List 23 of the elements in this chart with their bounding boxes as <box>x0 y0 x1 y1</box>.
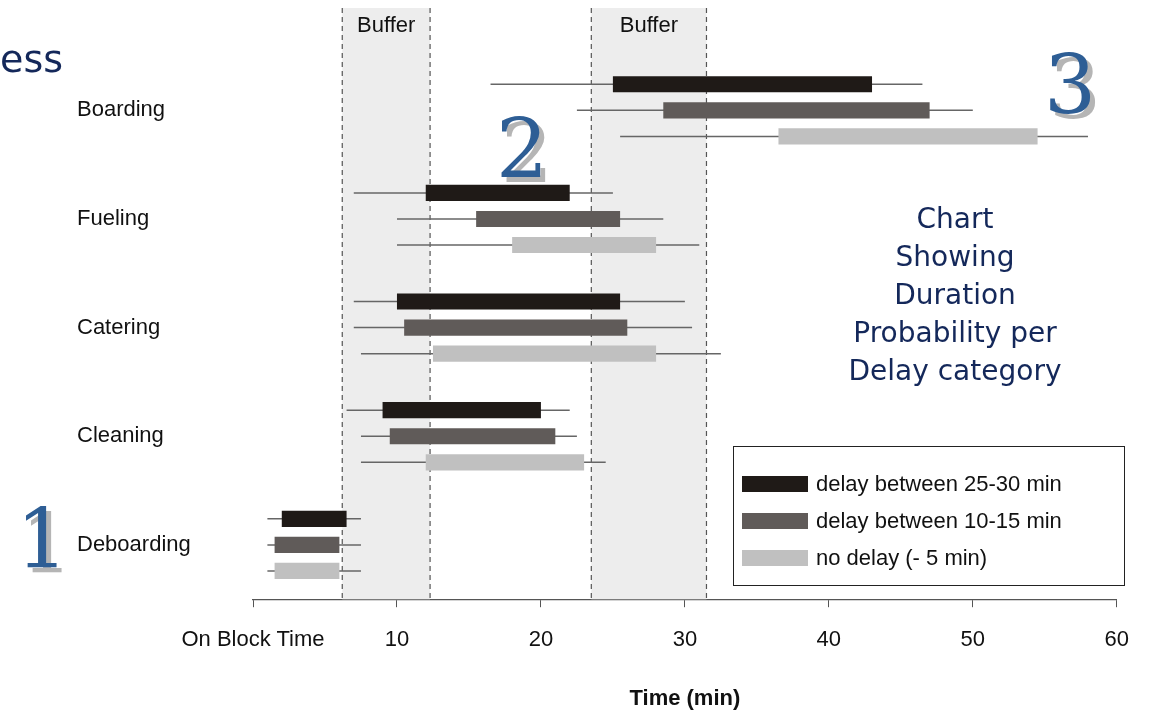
band-label: Buffer <box>619 12 679 38</box>
legend-label: no delay (- 5 min) <box>816 544 988 571</box>
x-tick-label: 40 <box>816 626 842 652</box>
x-tick-label: On Block Time <box>181 626 325 652</box>
x-tick-label: 10 <box>384 626 410 652</box>
annotation: 2 <box>495 102 549 197</box>
x-axis-title: Time (min) <box>629 684 741 710</box>
annotation: Chart Showing Duration Probability per Delay category <box>848 201 1062 389</box>
y-tick-label: Deboarding <box>77 530 191 556</box>
y-tick-label: Catering <box>77 313 161 339</box>
x-tick-label: 60 <box>1104 626 1130 652</box>
band-label: Buffer <box>357 12 416 38</box>
y-tick-label: Fueling <box>77 205 150 231</box>
x-tick-label: 50 <box>960 626 986 652</box>
annotation: 3 <box>1043 38 1097 133</box>
x-tick-label: 20 <box>528 626 554 652</box>
legend-label: delay between 25-30 min <box>816 470 1062 497</box>
y-tick-label: Cleaning <box>77 422 164 448</box>
text: ess <box>0 39 63 80</box>
legend-label: delay between 10-15 min <box>816 507 1062 534</box>
x-tick-label: 30 <box>672 626 698 652</box>
y-tick-label: Boarding <box>77 96 166 122</box>
text: 1 <box>15 492 69 587</box>
